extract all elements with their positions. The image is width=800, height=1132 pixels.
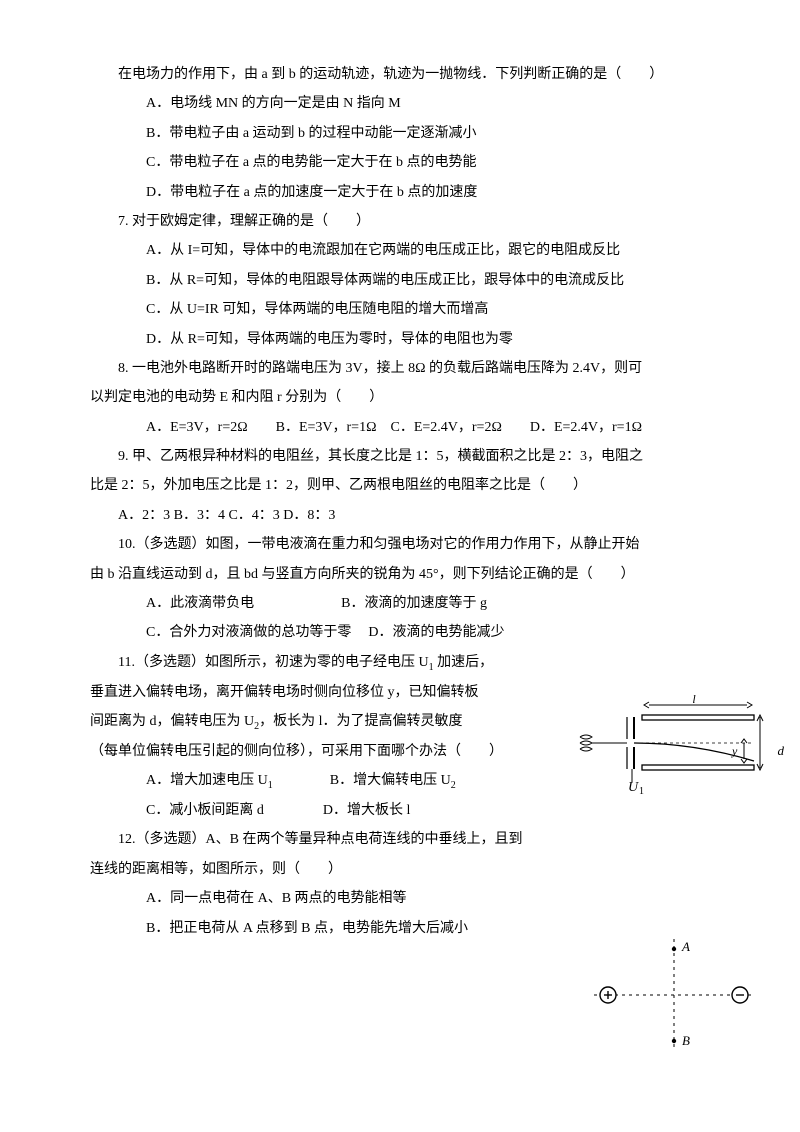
q11-fig-u1-sub: 1	[639, 786, 644, 795]
q6-opt-c: C．带电粒子在 a 点的电势能一定大于在 b 点的电势能	[90, 148, 710, 177]
q6-intro: 在电场力的作用下，由 a 到 b 的运动轨迹，轨迹为一抛物线．下列判断正确的是（…	[90, 60, 710, 89]
q10-line1: 10.（多选题）如图，一带电液滴在重力和匀强电场对它的作用力作用下，从静止开始	[90, 530, 710, 559]
q8-line2: 以判定电池的电动势 E 和内阻 r 分别为（ ）	[90, 383, 710, 412]
q10-opt-c: C．合外力对液滴做的总功等于零	[146, 625, 351, 640]
q12-fig-a: A	[681, 939, 690, 954]
q10-opts-ab: A．此液滴带负电 B．液滴的加速度等于 g	[90, 589, 710, 618]
q9-line2: 比是 2：5，外加电压之比是 1：2，则甲、乙两根电阻丝的电阻率之比是（ ）	[90, 471, 710, 500]
q12-figure: A B	[594, 935, 754, 1055]
q11-fig-d: d	[778, 737, 785, 764]
q7-opt-c: C．从 U=IR 可知，导体两端的电压随电阻的增大而增高	[90, 295, 710, 324]
q11-opt-a: A．增大加速电压 U1	[146, 773, 273, 788]
q7-opt-a: A．从 I=可知，导体中的电流跟加在它两端的电压成正比，跟它的电阻成反比	[90, 236, 710, 265]
q11-fig-y: y	[731, 744, 738, 758]
q9-opts: A．2：3 B．3：4 C．4：3 D．8：3	[90, 501, 710, 530]
q12-fig-b: B	[682, 1033, 690, 1048]
q10-opt-a: A．此液滴带负电	[146, 596, 254, 611]
q7-opt-d: D．从 R=可知，导体两端的电压为零时，导体的电阻也为零	[90, 325, 710, 354]
q6-opt-a: A．电场线 MN 的方向一定是由 N 指向 M	[90, 89, 710, 118]
q8-line1: 8. 一电池外电路断开时的路端电压为 3V，接上 8Ω 的负载后路端电压降为 2…	[90, 354, 710, 383]
exam-page: { "q6_intro": "在电场力的作用下，由 a 到 b 的运动轨迹，轨迹…	[0, 0, 800, 1132]
q10-opt-b: B．液滴的加速度等于 g	[341, 596, 487, 611]
q9-line1: 9. 甲、乙两根异种材料的电阻丝，其长度之比是 1：5，横截面积之比是 2：3，…	[90, 442, 710, 471]
q6-opt-d: D．带电粒子在 a 点的加速度一定大于在 b 点的加速度	[90, 178, 710, 207]
q11-opt-d: D．增大板长 l	[323, 803, 411, 818]
q11-opts-cd: C．减小板间距离 d D．增大板长 l	[90, 796, 710, 825]
q8-opts: A．E=3V，r=2Ω B．E=3V，r=1Ω C．E=2.4V，r=2Ω D．…	[90, 413, 710, 442]
q11-figure: l y U 1 d	[574, 695, 764, 795]
q6-opt-b: B．带电粒子由 a 运动到 b 的过程中动能一定逐渐减小	[90, 119, 710, 148]
q10-line2: 由 b 沿直线运动到 d，且 bd 与竖直方向所夹的锐角为 45°，则下列结论正…	[90, 560, 710, 589]
q7-stem: 7. 对于欧姆定律，理解正确的是（ ）	[90, 207, 710, 236]
q11-opt-c: C．减小板间距离 d	[146, 803, 264, 818]
q11-fig-u1: U	[628, 780, 639, 795]
q11-fig-l: l	[692, 695, 696, 706]
q12-line1: 12.（多选题）A、B 在两个等量异种点电荷连线的中垂线上，且到	[90, 825, 710, 854]
q10-opt-d: D．液滴的电势能减少	[368, 625, 504, 640]
q7-opt-b: B．从 R=可知，导体的电阻跟导体两端的电压成正比，跟导体中的电流成反比	[90, 266, 710, 295]
q12-line2: 连线的距离相等，如图所示，则（ ）	[90, 855, 710, 884]
q10-opts-cd: C．合外力对液滴做的总功等于零 D．液滴的电势能减少	[90, 618, 710, 647]
q11-line1: 11.（多选题）如图所示，初速为零的电子经电压 U1 加速后，	[90, 648, 710, 678]
q12-opt-a: A．同一点电荷在 A、B 两点的电势能相等	[90, 884, 710, 913]
q11-opt-b: B．增大偏转电压 U2	[330, 773, 456, 788]
